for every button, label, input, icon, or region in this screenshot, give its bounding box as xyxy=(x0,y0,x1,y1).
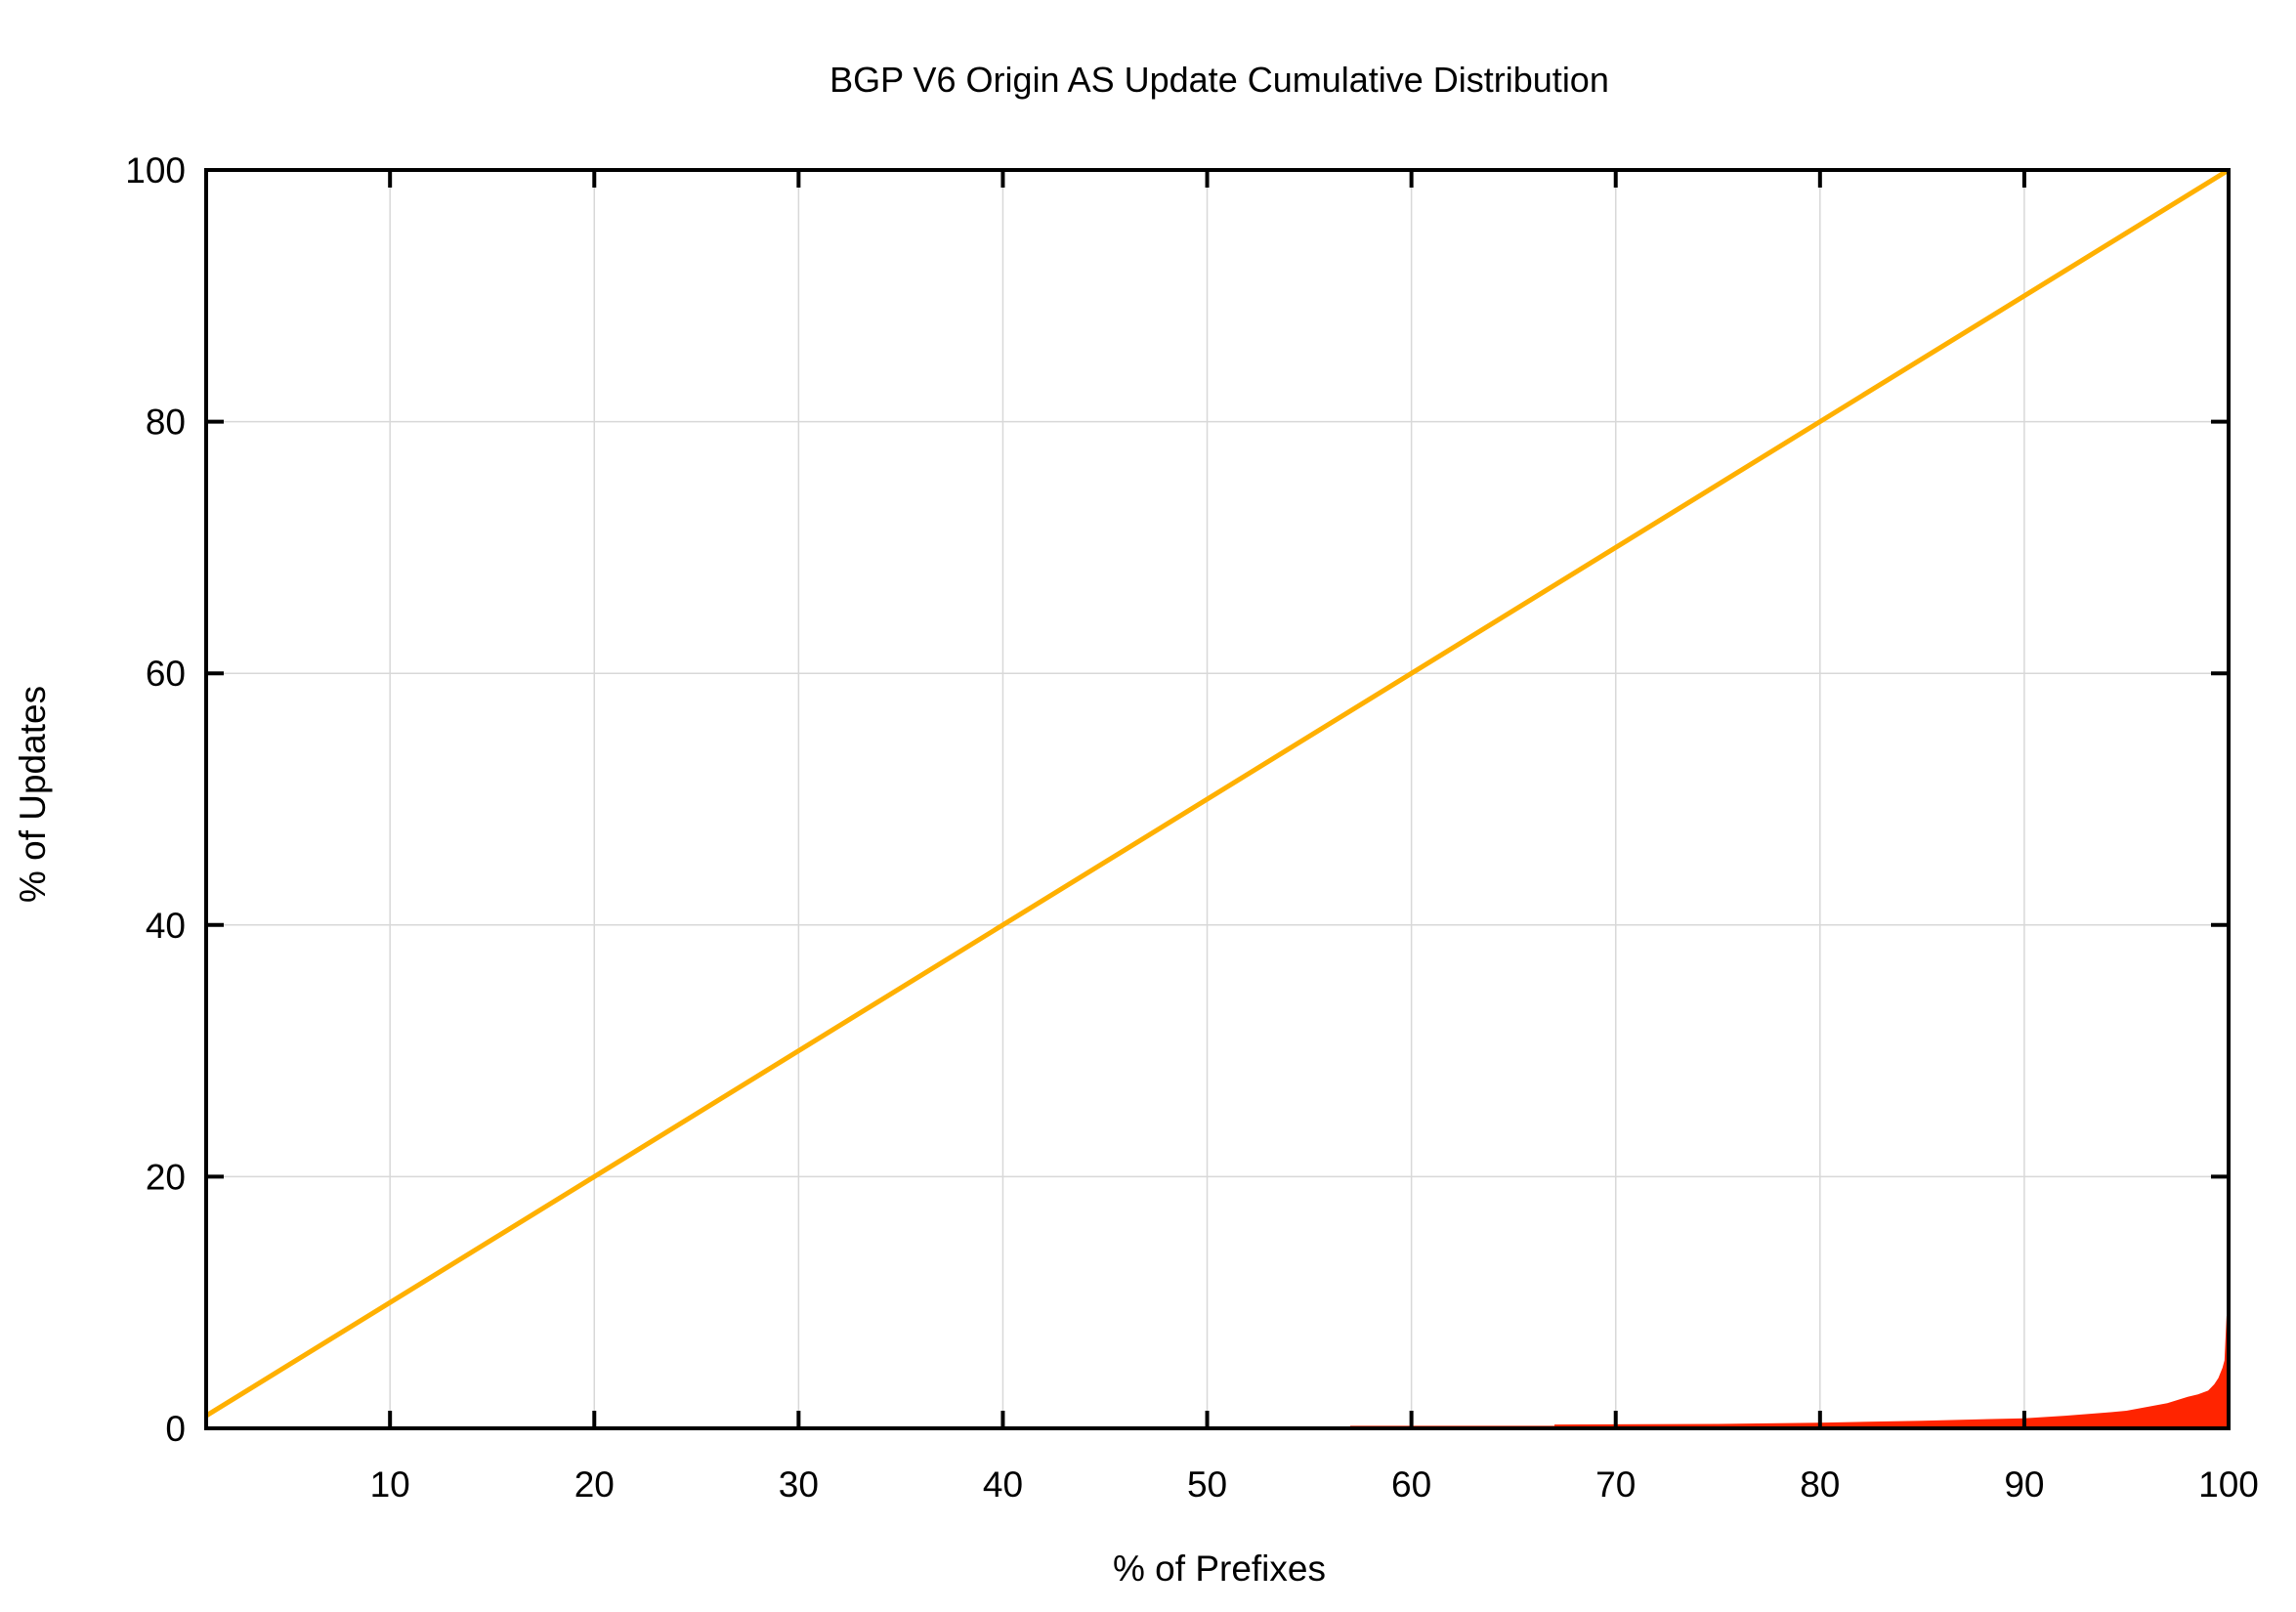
y-tick-label: 0 xyxy=(165,1409,186,1449)
x-tick-label: 90 xyxy=(2004,1464,2044,1505)
x-tick-label: 60 xyxy=(1391,1464,1431,1505)
y-tick-label: 20 xyxy=(146,1157,186,1197)
axes xyxy=(204,168,2231,1430)
tick-labels: 10 20 30 40 50 60 70 80 90 100 0 20 40 60 80 100 xyxy=(125,150,2259,1505)
y-tick-label: 80 xyxy=(146,403,186,443)
y-tick-label: 40 xyxy=(146,906,186,946)
x-tick-label: 100 xyxy=(2198,1464,2259,1505)
x-axis-label: % of Prefixes xyxy=(1113,1548,1326,1589)
reference-diagonal-line xyxy=(204,167,2231,1419)
x-tick-label: 10 xyxy=(370,1464,410,1505)
cumulative-updates-area xyxy=(206,1300,2229,1428)
chart-title: BGP V6 Origin AS Update Cumulative Distr… xyxy=(829,60,1609,100)
y-axis-label: % of Updates xyxy=(13,686,53,903)
y-tick-label: 60 xyxy=(146,654,186,694)
y-tick-label: 100 xyxy=(125,150,186,191)
x-tick-label: 80 xyxy=(1800,1464,1840,1505)
plot-frame xyxy=(204,168,2231,1430)
series-layer xyxy=(204,167,2231,1428)
x-tick-label: 70 xyxy=(1595,1464,1636,1505)
x-tick-label: 20 xyxy=(574,1464,615,1505)
x-tick-label: 30 xyxy=(779,1464,819,1505)
x-tick-label: 50 xyxy=(1187,1464,1227,1505)
x-tick-label: 40 xyxy=(983,1464,1023,1505)
